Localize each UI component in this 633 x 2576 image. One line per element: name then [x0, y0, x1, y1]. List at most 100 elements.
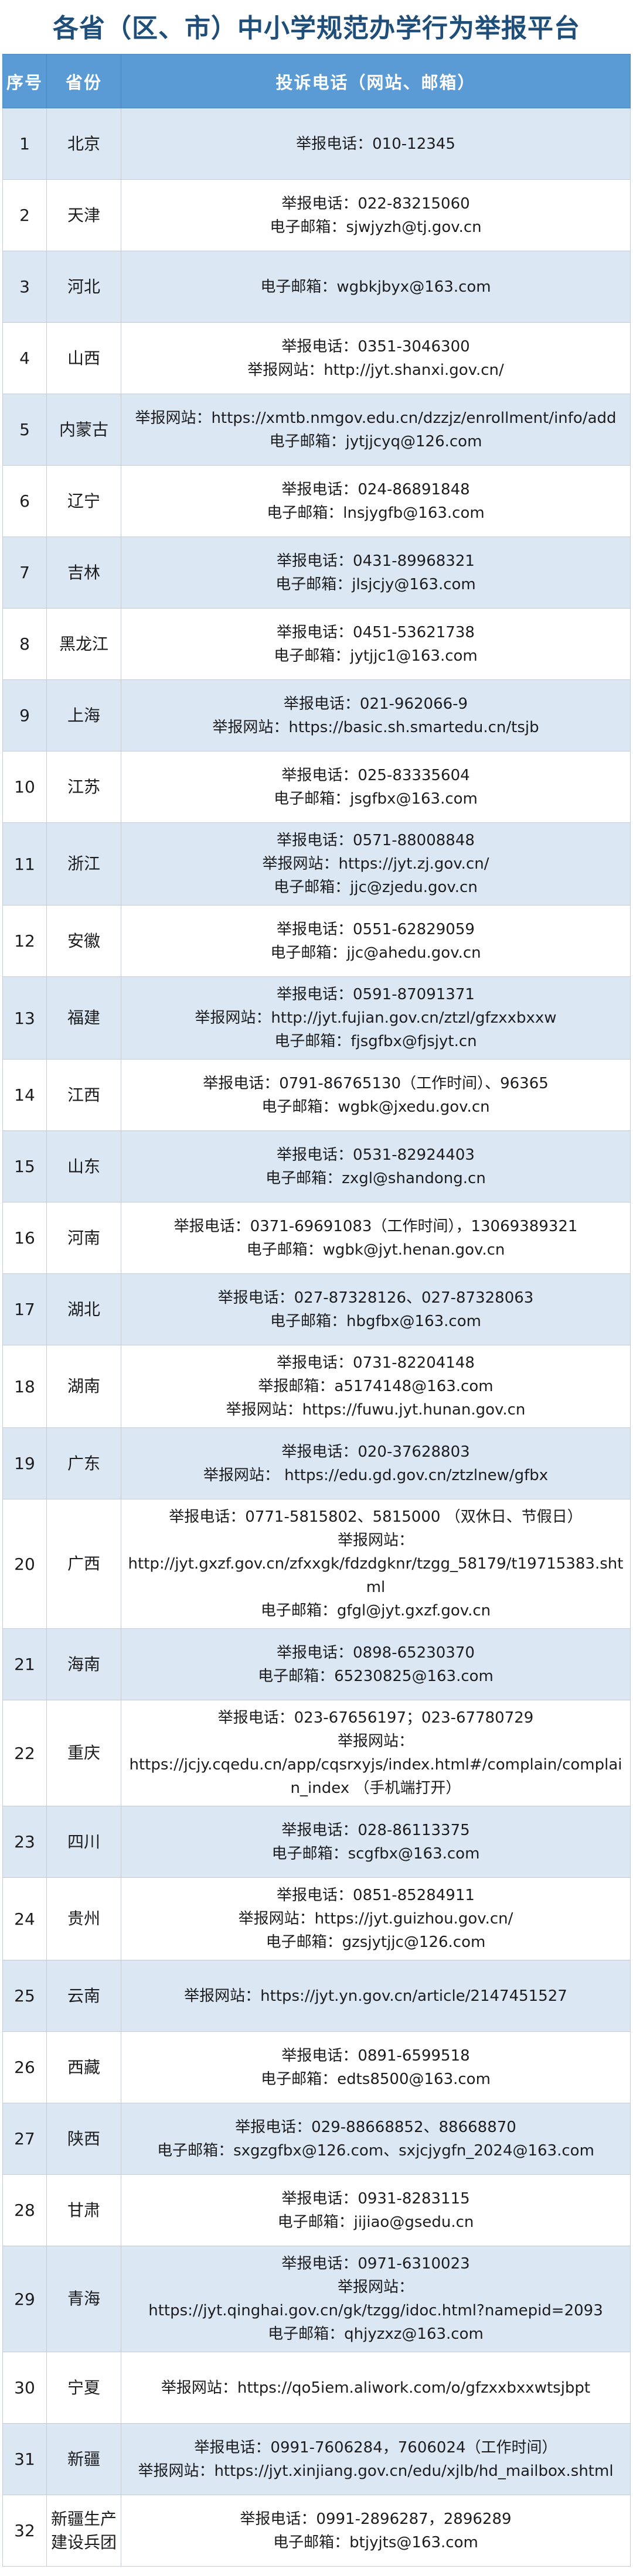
- table-row: 11 浙江 举报电话：0571-88008848 举报网站：https://jyt…: [2, 822, 631, 906]
- table-row: 15 山东 举报电话：0531-82924403 电子邮箱：zxgl@shando…: [2, 1130, 631, 1202]
- table-row: 26 西藏 举报电话：0891-6599518 电子邮箱：edts8500@163…: [2, 2031, 631, 2103]
- table-row: 21 海南 举报电话：0898-65230370 电子邮箱：65230825@16…: [2, 1628, 631, 1700]
- table-row: 23 四川 举报电话：028-86113375 电子邮箱：scgfbx@163.c…: [2, 1806, 631, 1878]
- contact-line: 举报电话：0431-89968321: [277, 552, 475, 570]
- province-name: 山东: [46, 1130, 121, 1202]
- row-number: 7: [2, 537, 47, 609]
- contact-line: 举报电话：028-86113375: [281, 1821, 470, 1839]
- province-name: 上海: [46, 679, 121, 751]
- contact-info: 举报电话：0791-86765130（工作时间）、96365 电子邮箱：wgbk@…: [121, 1059, 631, 1131]
- row-number: 8: [2, 608, 47, 680]
- contact-line: 电子邮箱：gzsjytjjc@126.com: [266, 1933, 486, 1951]
- table-row: 24 贵州 举报电话：0851-85284911 举报网站：https://jyt…: [2, 1877, 631, 1960]
- table-row: 2 天津 举报电话：022-83215060 电子邮箱：sjwjyzh@tj.go…: [2, 179, 631, 251]
- header-row: 序号 省份 投诉电话（网站、邮箱）: [2, 54, 631, 108]
- contact-line: 举报网站：https://jyt.yn.gov.cn/article/21474…: [184, 1987, 567, 2005]
- contact-line: https://jcjy.cqedu.cn/app/cqsrxyjs/index…: [129, 1756, 622, 1797]
- province-name: 内蒙古: [46, 394, 121, 466]
- province-name: 四川: [46, 1806, 121, 1878]
- contact-line: 举报电话：0891-6599518: [281, 2047, 470, 2065]
- table-row: 30 宁夏 举报网站：https://qo5iem.aliwork.com/o/…: [2, 2352, 631, 2424]
- contact-line: 举报电话：0991-7606284，7606024（工作时间）: [194, 2438, 557, 2457]
- province-name: 江西: [46, 1059, 121, 1131]
- row-number: 25: [2, 1960, 47, 2032]
- table-header: 序号 省份 投诉电话（网站、邮箱）: [2, 54, 631, 108]
- contact-line: 举报电话：024-86891848: [281, 480, 470, 498]
- province-name: 宁夏: [46, 2352, 121, 2424]
- contact-line: 电子邮箱：wgbkjbyx@163.com: [260, 278, 491, 296]
- contact-line: 电子邮箱：edts8500@163.com: [261, 2070, 491, 2088]
- contact-line: 举报电话：010-12345: [296, 135, 455, 153]
- province-name: 吉林: [46, 537, 121, 609]
- contact-info: 举报网站：https://qo5iem.aliwork.com/o/gfzxxb…: [121, 2352, 631, 2424]
- contact-info: 举报电话：0898-65230370 电子邮箱：65230825@163.com: [121, 1628, 631, 1700]
- contact-info: 举报电话：0991-7606284，7606024（工作时间） 举报网站：http…: [121, 2423, 631, 2495]
- contact-line: 举报网站：http://jyt.shanxi.gov.cn/: [247, 361, 504, 379]
- contact-line: 举报电话：0791-86765130（工作时间）、96365: [203, 1074, 549, 1092]
- province-name: 陕西: [46, 2103, 121, 2175]
- contact-info: 举报网站：https://xmtb.nmgov.edu.cn/dzzjz/enr…: [121, 394, 631, 466]
- contact-line: 电子邮箱：hbgfbx@163.com: [270, 1312, 481, 1330]
- table-row: 17 湖北 举报电话：027-87328126、027-87328063 电子邮箱…: [2, 1273, 631, 1345]
- table-row: 20 广西 举报电话：0771-5815802、5815000 （双休日、节假日…: [2, 1499, 631, 1629]
- row-number: 2: [2, 179, 47, 251]
- province-name: 河南: [46, 1202, 121, 1274]
- row-number: 10: [2, 751, 47, 823]
- row-number: 14: [2, 1059, 47, 1131]
- contact-line: 电子邮箱：jsgfbx@163.com: [274, 790, 478, 808]
- row-number: 24: [2, 1877, 47, 1960]
- province-name: 天津: [46, 179, 121, 251]
- contact-line: 举报网站：https://jyt.zj.gov.cn/: [262, 855, 489, 873]
- province-name: 江苏: [46, 751, 121, 823]
- contact-info: 举报电话：0551-62829059 电子邮箱：jjc@ahedu.gov.cn: [121, 905, 631, 977]
- row-number: 19: [2, 1427, 47, 1499]
- province-name: 云南: [46, 1960, 121, 2032]
- contact-line: 电子邮箱：sjwjyzh@tj.gov.cn: [270, 218, 482, 236]
- table-row: 14 江西 举报电话：0791-86765130（工作时间）、96365 电子邮箱…: [2, 1059, 631, 1131]
- row-number: 1: [2, 108, 47, 180]
- province-name: 重庆: [46, 1700, 121, 1806]
- contact-info: 举报电话：0591-87091371 举报网站：http://jyt.fujian…: [121, 976, 631, 1060]
- table-row: 1 北京 举报电话：010-12345: [2, 108, 631, 180]
- contact-line: https://jyt.qinghai.gov.cn/gk/tzgg/idoc.…: [148, 2302, 603, 2319]
- row-number: 32: [2, 2495, 47, 2567]
- contact-info: 举报电话：024-86891848 电子邮箱：lnsjygfb@163.com: [121, 465, 631, 537]
- contact-line: 电子邮箱：btjyjts@163.com: [273, 2533, 478, 2551]
- table-row: 4 山西 举报电话：0351-3046300 举报网站：http://jyt.sh…: [2, 322, 631, 394]
- row-number: 22: [2, 1700, 47, 1806]
- column-header-contact: 投诉电话（网站、邮箱）: [121, 54, 631, 108]
- row-number: 11: [2, 822, 47, 906]
- contact-line: 电子邮箱：fjsgfbx@fjsjyt.cn: [274, 1033, 477, 1050]
- contact-line: 举报电话：0451-53621738: [277, 623, 475, 641]
- contact-info: 举报电话：021-962066-9 举报网站：https://basic.sh.s…: [121, 679, 631, 751]
- contact-info: 举报电话：0991-2896287，2896289 电子邮箱：btjyjts@16…: [121, 2495, 631, 2567]
- province-name: 湖南: [46, 1345, 121, 1428]
- table-row: 3 河北 电子邮箱：wgbkjbyx@163.com: [2, 251, 631, 323]
- table-row: 8 黑龙江 举报电话：0451-53621738 电子邮箱：jytjjc1@163…: [2, 608, 631, 680]
- contact-line: 举报电话：0851-85284911: [277, 1887, 475, 1904]
- row-number: 4: [2, 322, 47, 394]
- contact-line: 举报邮箱：a5174148@163.com: [258, 1378, 494, 1395]
- table-row: 19 广东 举报电话：020-37628803 举报网站： https://edu…: [2, 1427, 631, 1499]
- row-number: 13: [2, 976, 47, 1060]
- table-row: 9 上海 举报电话：021-962066-9 举报网站：https://basic…: [2, 679, 631, 751]
- row-number: 9: [2, 679, 47, 751]
- row-number: 30: [2, 2352, 47, 2424]
- table-row: 31 新疆 举报电话：0991-7606284，7606024（工作时间） 举报网…: [2, 2423, 631, 2495]
- row-number: 29: [2, 2246, 47, 2352]
- row-number: 23: [2, 1806, 47, 1878]
- province-name: 湖北: [46, 1273, 121, 1345]
- contact-info: 举报电话：0931-8283115 电子邮箱：jijiao@gsedu.cn: [121, 2174, 631, 2246]
- contact-line: 电子邮箱：wgbk@jyt.henan.gov.cn: [246, 1241, 505, 1259]
- contact-line: 电子邮箱：jytjjcyq@126.com: [269, 432, 482, 450]
- contact-line: 举报电话：0898-65230370: [277, 1644, 475, 1662]
- contact-info: 举报网站：https://jyt.yn.gov.cn/article/21474…: [121, 1960, 631, 2032]
- contact-line: 举报网站：: [337, 1532, 414, 1549]
- contact-info: 举报电话：010-12345: [121, 108, 631, 180]
- province-name: 新疆生产建设兵团: [46, 2495, 121, 2567]
- table-row: 32 新疆生产建设兵团 举报电话：0991-2896287，2896289 电子邮…: [2, 2495, 631, 2567]
- contact-info: 举报电话：022-83215060 电子邮箱：sjwjyzh@tj.gov.cn: [121, 179, 631, 251]
- table-row: 7 吉林 举报电话：0431-89968321 电子邮箱：jlsjcjy@163.…: [2, 537, 631, 609]
- row-number: 17: [2, 1273, 47, 1345]
